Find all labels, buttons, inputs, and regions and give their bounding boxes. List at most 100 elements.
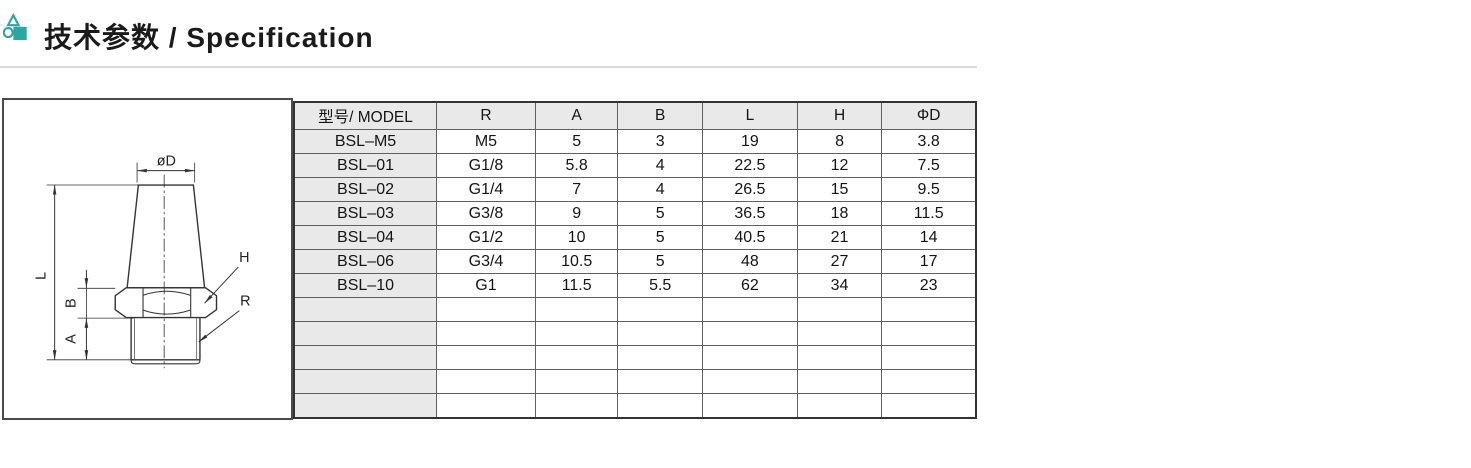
hex-facet-arcs [142,290,191,315]
empty-model-cell [293,393,438,418]
header-cell-b: B [617,101,703,130]
value-cell: 9 [534,201,619,226]
header-cell-model: 型号/ MODEL [293,101,438,130]
technical-drawing-panel: øD L B A H R [2,98,293,420]
value-cell: 9.5 [881,177,977,202]
value-cell: G1/2 [436,225,536,250]
table-row: BSL–M5 M5 5 3 19 8 3.8 [293,129,977,154]
value-cell: 3.8 [881,129,977,154]
value-cell: 40.5 [701,225,798,250]
empty-cell [701,297,798,322]
empty-cell [881,369,977,394]
value-cell: 21 [796,225,883,250]
value-cell: 34 [796,273,883,298]
model-cell: BSL–02 [293,177,438,202]
empty-model-cell [293,297,438,322]
value-cell: M5 [436,129,536,154]
value-cell: 4 [617,153,703,178]
value-cell: 7 [534,177,619,202]
table-row: BSL–04 G1/2 10 5 40.5 21 14 [293,225,977,250]
empty-cell [617,297,703,322]
value-cell: 5.5 [617,273,703,298]
spec-table: 型号/ MODEL R A B L H ΦD BSL–M5 M5 5 3 19 … [293,101,977,419]
empty-cell [534,393,619,418]
empty-cell [436,297,536,322]
hex-outline [114,287,218,319]
model-cell: BSL–M5 [293,129,438,154]
value-cell: 15 [796,177,883,202]
empty-cell [796,297,883,322]
empty-model-cell [293,321,438,346]
callout-thread-leader [198,310,240,343]
model-cell: BSL–06 [293,249,438,274]
value-cell: 5 [617,225,703,250]
empty-table-row [293,393,977,418]
empty-cell [617,345,703,370]
muffler-dimension-drawing: øD L B A H R [34,154,251,369]
value-cell: 62 [701,273,798,298]
table-row: BSL–02 G1/4 7 4 26.5 15 9.5 [293,177,977,202]
table-row: BSL–10 G1 11.5 5.5 62 34 23 [293,273,977,298]
value-cell: 12 [796,153,883,178]
empty-cell [796,369,883,394]
empty-cell [534,297,619,322]
empty-model-cell [293,369,438,394]
value-cell: G1/4 [436,177,536,202]
value-cell: 5 [617,249,703,274]
value-cell: 5 [617,201,703,226]
empty-model-cell [293,345,438,370]
empty-cell [617,369,703,394]
value-cell: G1 [436,273,536,298]
value-cell: 10.5 [534,249,619,274]
page-title: 技术参数 / Specification [44,22,374,53]
value-cell: 11.5 [534,273,619,298]
empty-cell [701,393,798,418]
callout-label-thread: R [240,294,250,310]
empty-cell [534,321,619,346]
empty-cell [701,345,798,370]
dim-label-diameter: øD [157,154,176,170]
empty-cell [701,369,798,394]
empty-table-row [293,297,977,322]
value-cell: 10 [534,225,619,250]
value-cell: 5 [534,129,619,154]
model-cell: BSL–04 [293,225,438,250]
value-cell: 17 [881,249,977,274]
value-cell: 48 [701,249,798,274]
value-cell: 3 [617,129,703,154]
value-cell: G1/8 [436,153,536,178]
empty-table-row [293,321,977,346]
value-cell: 27 [796,249,883,274]
table-row: BSL–03 G3/8 9 5 36.5 18 11.5 [293,201,977,226]
value-cell: G3/8 [436,201,536,226]
empty-table-row [293,345,977,370]
table-row: BSL–01 G1/8 5.8 4 22.5 12 7.5 [293,153,977,178]
empty-cell [796,393,883,418]
header-cell-h: H [796,101,883,130]
empty-cell [796,321,883,346]
empty-cell [436,321,536,346]
empty-cell [881,393,977,418]
dim-label-hex-height: B [64,298,80,308]
empty-cell [436,345,536,370]
header-cell-r: R [436,101,536,130]
value-cell: 11.5 [881,201,977,226]
value-cell: 7.5 [881,153,977,178]
dim-l-extension-lines [46,184,139,361]
empty-cell [617,393,703,418]
value-cell: 23 [881,273,977,298]
header-cell-d: ΦD [881,101,977,130]
cone-outline [126,184,206,289]
value-cell: G3/4 [436,249,536,274]
value-cell: 4 [617,177,703,202]
dim-label-thread-length: A [64,334,80,344]
dim-label-length: L [34,272,50,280]
empty-cell [881,345,977,370]
value-cell: 19 [701,129,798,154]
value-cell: 5.8 [534,153,619,178]
empty-cell [534,345,619,370]
empty-cell [796,345,883,370]
empty-cell [881,321,977,346]
value-cell: 8 [796,129,883,154]
